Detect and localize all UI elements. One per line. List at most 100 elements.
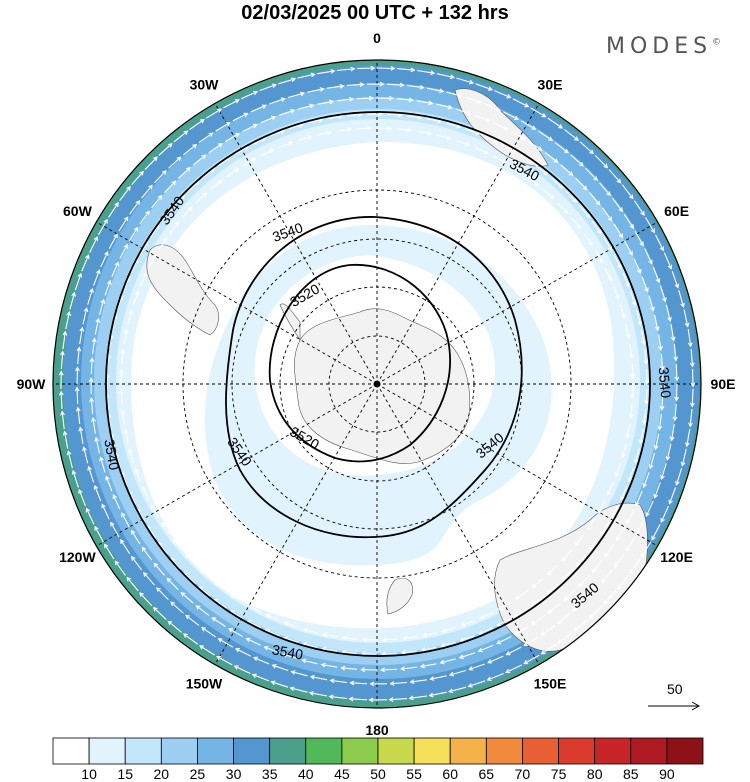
colorbar-swatch xyxy=(522,737,559,765)
wind-vector-arrow xyxy=(111,261,120,278)
wind-vector-arrow xyxy=(513,626,529,636)
colorbar-tick-label: 75 xyxy=(551,766,567,782)
wind-vector-arrow xyxy=(440,641,456,648)
wind-vector-arrow xyxy=(456,77,475,85)
wind-vector-arrow xyxy=(660,463,667,481)
wind-vector-arrow xyxy=(226,168,240,178)
wind-vector-arrow xyxy=(98,218,108,236)
wind-vector-arrow xyxy=(94,525,104,543)
wind-vector-arrow xyxy=(659,285,667,303)
wind-vector-arrow xyxy=(307,87,325,93)
wind-vector-arrow xyxy=(126,576,139,592)
wind-vector-arrow xyxy=(611,197,623,213)
wind-vector-arrow xyxy=(474,114,491,123)
wind-vector-arrow xyxy=(356,95,374,101)
wind-vector-arrow xyxy=(98,298,106,315)
wind-vector-arrow xyxy=(170,601,184,614)
wind-vector-arrow xyxy=(104,543,115,560)
wind-vector-arrow xyxy=(76,346,82,365)
wind-vector-arrow xyxy=(648,453,656,470)
map-disc xyxy=(53,60,701,708)
wind-vector-arrow xyxy=(597,499,606,514)
wind-vector-arrow xyxy=(672,403,678,422)
wind-vector-arrow xyxy=(575,554,587,567)
wind-vector-arrow xyxy=(199,645,215,656)
height-contours xyxy=(105,111,651,657)
wind-vector-arrow xyxy=(588,538,599,552)
wind-vector-arrow xyxy=(89,236,98,253)
wind-vector-arrow xyxy=(630,363,636,380)
wind-vector-arrow xyxy=(599,182,611,197)
wind-vector-arrow xyxy=(336,66,356,72)
wind-vector-arrow xyxy=(570,154,584,167)
wind-vector-arrow xyxy=(166,577,179,591)
wind-vector-arrow xyxy=(535,165,549,176)
wind-vector-arrow xyxy=(164,180,177,193)
wind-vector-arrow xyxy=(181,206,193,219)
wind-vector-arrow xyxy=(329,678,348,684)
wind-vector-arrow xyxy=(225,132,241,142)
wind-vector-arrow xyxy=(620,485,628,501)
wind-vector-arrow xyxy=(465,128,481,136)
wind-vector-arrow xyxy=(520,120,537,130)
wind-vector-arrow xyxy=(101,503,110,520)
wind-vector-arrow xyxy=(551,177,564,189)
wind-vector-arrow xyxy=(82,307,89,325)
wind-vector-arrow xyxy=(118,368,124,385)
wind-vector-arrow xyxy=(156,587,169,600)
wind-vector-arrow xyxy=(523,654,540,665)
wind-vector-arrow xyxy=(376,95,394,101)
wind-vector-arrow xyxy=(361,637,378,643)
wind-vector-arrow xyxy=(366,81,385,87)
wind-vector-arrow xyxy=(337,96,354,102)
wind-vector-arrow xyxy=(200,626,216,638)
wind-vector-arrow xyxy=(182,143,198,156)
wind-vector-arrow xyxy=(245,637,261,646)
colorbar-tick-label: 30 xyxy=(226,766,242,782)
wind-vector-arrow xyxy=(123,328,129,345)
wind-vector-arrow xyxy=(530,595,545,606)
wind-vector-arrow xyxy=(419,663,437,669)
wind-vector-arrow xyxy=(674,383,680,402)
wind-vector-arrow xyxy=(611,504,620,519)
wind-vector-arrow xyxy=(58,370,64,390)
wind-vector-arrow xyxy=(120,408,126,425)
wind-vector-arrow xyxy=(278,77,297,85)
wind-vector-arrow xyxy=(401,635,418,641)
wind-vector-arrow xyxy=(348,696,368,702)
meridian-line xyxy=(376,383,540,665)
wind-vector-arrow xyxy=(302,627,318,634)
wind-vector-arrow xyxy=(396,67,416,73)
wind-vector-arrow xyxy=(496,618,511,627)
wind-vector-arrow xyxy=(601,207,613,222)
wind-vector-arrow xyxy=(240,90,259,100)
wind-vector-arrow xyxy=(185,614,200,626)
wind-vector-arrow xyxy=(577,575,590,588)
wind-vector-arrow xyxy=(486,672,504,682)
wind-vector-arrow xyxy=(93,484,102,502)
wind-vector-arrow xyxy=(148,254,157,269)
wind-vector-arrow xyxy=(455,139,471,147)
wind-vector-arrow xyxy=(247,604,262,613)
wind-vector-arrow xyxy=(588,605,603,619)
wind-vector-arrow xyxy=(542,188,555,200)
wind-vector-arrow xyxy=(565,190,578,203)
wind-vector-arrow xyxy=(591,559,603,574)
wind-vector-arrow xyxy=(301,658,318,665)
wind-vector-arrow xyxy=(389,681,408,686)
wind-vector-arrow xyxy=(283,621,299,629)
map-title: 02/03/2025 00 UTC + 132 hrs xyxy=(241,2,509,24)
wind-vector-arrow xyxy=(62,430,69,449)
wind-vector-arrow xyxy=(478,627,494,635)
wind-vector-arrow xyxy=(633,258,642,274)
wind-vector-arrow xyxy=(141,184,153,199)
wind-vector-arrow xyxy=(604,543,615,558)
wind-vector-arrow xyxy=(510,165,524,175)
wind-vector-arrow xyxy=(645,217,655,234)
wind-vector-arrow xyxy=(309,674,328,681)
wind-vector-arrow xyxy=(250,104,267,113)
wind-vector-arrow xyxy=(426,118,443,124)
wind-vector-arrow xyxy=(484,103,502,112)
colorbar-swatch xyxy=(197,737,234,765)
wind-vector-arrow xyxy=(167,620,183,633)
